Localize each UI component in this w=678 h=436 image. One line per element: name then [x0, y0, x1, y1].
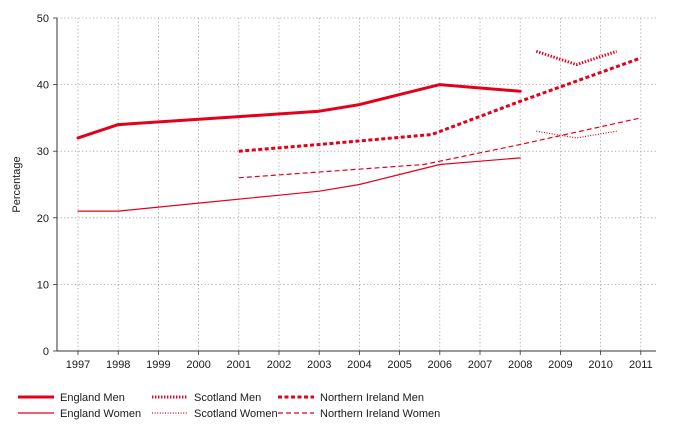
- series-line-scotland-women: [536, 130, 617, 139]
- legend-label-scotland-men: Scotland Men: [194, 392, 261, 404]
- y-tick-label: 0: [43, 346, 49, 358]
- series-line-scotland-men: [535, 49, 618, 67]
- legend-label-england-men: England Men: [60, 392, 125, 404]
- x-tick-label: 2001: [227, 359, 251, 371]
- series-line-northern-ireland-women: [238, 117, 641, 179]
- x-tick-label: 2000: [186, 359, 210, 371]
- y-tick-label: 20: [37, 213, 49, 225]
- series-line-england-men: [76, 83, 522, 140]
- x-tick-label: 1998: [106, 359, 130, 371]
- x-tick-label: 2006: [428, 359, 452, 371]
- x-tick-label: 2007: [468, 359, 492, 371]
- y-tick-label: 40: [37, 80, 49, 92]
- legend-label-england-women: England Women: [60, 408, 141, 420]
- x-tick-label: 2010: [588, 359, 612, 371]
- y-axis-title: Percentage: [11, 156, 23, 212]
- x-tick-label: 2004: [347, 359, 371, 371]
- x-tick-label: 1999: [146, 359, 170, 371]
- x-tick-label: 2009: [548, 359, 572, 371]
- y-tick-label: 50: [37, 13, 49, 25]
- x-tick-label: 2008: [508, 359, 532, 371]
- legend-label-scotland-women: Scotland Women: [194, 408, 278, 420]
- series-line-england-women: [77, 157, 521, 212]
- x-tick-label: 2005: [387, 359, 411, 371]
- y-tick-label: 30: [37, 146, 49, 158]
- series-line-northern-ireland-men: [238, 56, 642, 153]
- legend-label-northern-ireland-women: Northern Ireland Women: [320, 408, 440, 420]
- x-tick-label: 1997: [66, 359, 90, 371]
- x-tick-label: 2003: [307, 359, 331, 371]
- x-tick-label: 2002: [267, 359, 291, 371]
- x-tick-label: 2011: [629, 359, 653, 371]
- legend-label-northern-ireland-men: Northern Ireland Men: [320, 392, 424, 404]
- y-tick-label: 10: [37, 279, 49, 291]
